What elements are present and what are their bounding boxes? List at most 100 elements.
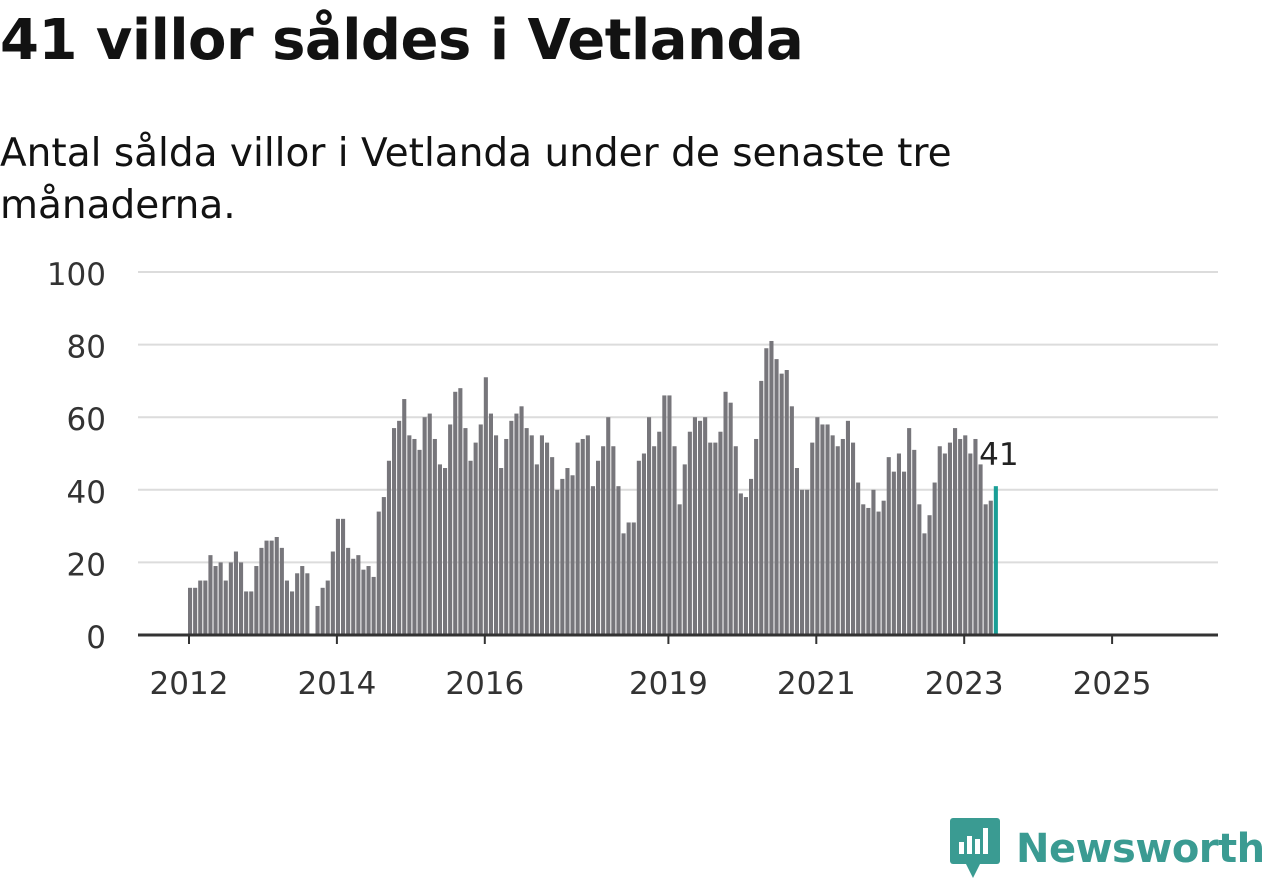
bar — [300, 566, 305, 635]
y-tick-label: 0 — [86, 620, 106, 656]
bar — [728, 402, 733, 635]
bar — [239, 562, 244, 635]
bar — [861, 504, 866, 635]
x-tick-label: 2012 — [150, 666, 229, 702]
bar — [228, 562, 233, 635]
bar — [386, 460, 391, 635]
x-tick-label: 2014 — [297, 666, 376, 702]
bar — [483, 377, 488, 635]
bar — [356, 555, 361, 635]
bar — [397, 420, 402, 635]
bar — [208, 555, 213, 635]
bar — [983, 504, 988, 635]
x-tick-label: 2019 — [629, 666, 708, 702]
bar — [641, 453, 646, 635]
bar — [432, 438, 437, 635]
bar — [733, 446, 738, 635]
bar — [233, 551, 238, 635]
bar — [621, 533, 626, 635]
bar — [463, 428, 468, 635]
bar — [570, 475, 575, 635]
bar — [555, 489, 560, 635]
bar — [743, 497, 748, 635]
newsworthy-logo-icon — [950, 818, 1000, 878]
bar — [437, 464, 442, 635]
bar — [794, 468, 799, 635]
bar — [249, 591, 254, 635]
bar — [840, 438, 845, 635]
bar — [917, 504, 922, 635]
bar — [560, 478, 565, 635]
y-tick-label: 80 — [67, 330, 106, 366]
bar — [723, 391, 728, 635]
bar — [244, 591, 249, 635]
bar — [708, 442, 713, 635]
bar — [392, 428, 397, 635]
bar — [473, 442, 478, 635]
bar — [376, 511, 381, 635]
bar — [881, 500, 886, 635]
bar — [264, 540, 269, 635]
bar — [784, 370, 789, 635]
bar — [305, 573, 310, 635]
bar — [718, 431, 723, 635]
bar — [335, 518, 340, 635]
bar — [891, 471, 896, 635]
bar — [662, 395, 667, 635]
bar — [269, 540, 274, 635]
bar — [871, 489, 876, 635]
bar — [366, 566, 371, 635]
bar — [443, 468, 448, 635]
chart-title: 41 villor såldes i Vetlanda — [0, 8, 804, 73]
bar-latest — [993, 486, 998, 635]
bar — [223, 580, 228, 635]
bar — [290, 591, 295, 635]
bar — [412, 438, 417, 635]
bar — [942, 453, 947, 635]
bar — [279, 547, 284, 635]
bar — [198, 580, 203, 635]
bar — [468, 460, 473, 635]
bar — [667, 395, 672, 635]
bar — [963, 435, 968, 635]
bar — [402, 399, 407, 635]
bar — [534, 464, 539, 635]
bar — [988, 500, 993, 635]
bar — [927, 515, 932, 635]
bar — [800, 489, 805, 635]
bar — [815, 417, 820, 635]
bar — [580, 438, 585, 635]
bar — [652, 446, 657, 635]
bar — [907, 428, 912, 635]
bar — [478, 424, 483, 635]
bar — [188, 587, 193, 635]
bar — [789, 406, 794, 635]
bar — [550, 457, 555, 635]
bar — [213, 566, 218, 635]
bar — [779, 373, 784, 635]
y-tick-label: 40 — [67, 475, 106, 511]
bar — [590, 486, 595, 635]
bar — [346, 547, 351, 635]
bar — [254, 566, 259, 635]
bar — [703, 417, 708, 635]
bar — [422, 417, 427, 635]
bar — [381, 497, 386, 635]
bar — [835, 446, 840, 635]
bar — [295, 573, 300, 635]
bar — [754, 438, 759, 635]
bar — [351, 558, 356, 635]
bar — [575, 442, 580, 635]
bar — [692, 417, 697, 635]
bar — [488, 413, 493, 635]
bar — [973, 438, 978, 635]
bar — [922, 533, 927, 635]
brand-name: Newsworthy — [1016, 826, 1262, 872]
bar — [514, 413, 519, 635]
y-tick-label: 20 — [67, 547, 106, 583]
x-tick-label: 2023 — [925, 666, 1004, 702]
annotations: 41 — [976, 434, 1021, 476]
bar — [830, 435, 835, 635]
bar — [820, 424, 825, 635]
bar — [845, 420, 850, 635]
